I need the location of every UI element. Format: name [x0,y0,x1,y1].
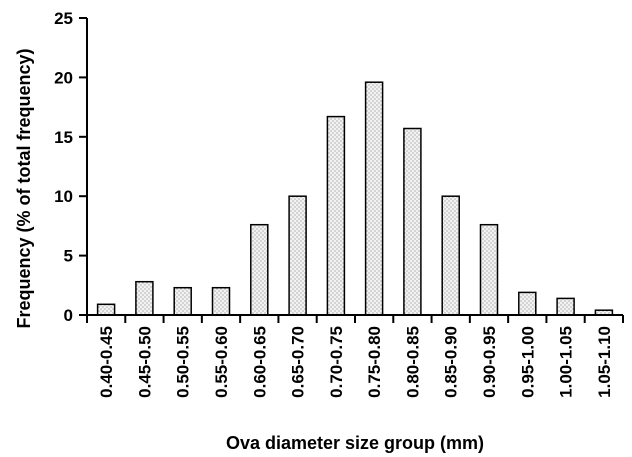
x-tick-label: 0.95-1.00 [518,326,537,398]
y-tick-label: 15 [54,128,73,147]
bar-0.40-0.45 [96,303,116,316]
x-tick-label: 0.65-0.70 [289,326,308,398]
x-tick-label: 1.00-1.05 [557,326,576,398]
x-tick-label: 0.50-0.55 [174,326,193,398]
x-tick-label: 0.85-0.90 [442,326,461,398]
y-tick-label: 25 [54,9,73,28]
bar-0.80-0.85 [403,127,422,316]
bar-1.00-1.05 [556,297,575,316]
x-tick-label: 0.75-0.80 [365,326,384,398]
bars-group [96,81,614,316]
bar-0.90-0.95 [479,223,499,316]
bar-0.55-0.60 [211,286,231,316]
y-tick-label: 5 [64,247,73,266]
axes-group [86,18,623,316]
x-tick-label: 0.80-0.85 [403,326,422,398]
bar-0.75-0.80 [364,81,384,316]
x-ticks-group: 0.40-0.45 0.45-0.50 0.50-0.55 0.55-0.60 0.60… [86,315,624,398]
x-tick-label: 0.70-0.75 [327,326,346,398]
bar-0.50-0.55 [173,286,192,316]
y-ticks-group: 0 5 10 15 20 25 [54,9,87,325]
bar-0.95-1.00 [518,291,537,316]
bar-0.65-0.70 [288,195,307,316]
x-tick-label: 0.60-0.65 [250,326,269,398]
bar-0.70-0.75 [326,115,346,316]
x-tick-label: 0.90-0.95 [480,326,499,398]
y-tick-label: 20 [54,68,73,87]
x-tick-label: 1.05-1.10 [595,326,614,398]
x-tick-label: 0.45-0.50 [135,326,154,398]
x-tick-label: 0.40-0.45 [97,326,116,398]
bar-0.85-0.90 [441,195,460,316]
y-tick-label: 10 [54,187,73,206]
y-tick-label: 0 [64,306,73,325]
bar-0.60-0.65 [250,223,269,316]
x-axis-title: Ova diameter size group (mm) [226,433,484,453]
x-tick-label: 0.55-0.60 [212,326,231,398]
y-axis-title: Frequency (% of total frequency) [14,48,34,328]
bar-0.45-0.50 [135,280,154,316]
